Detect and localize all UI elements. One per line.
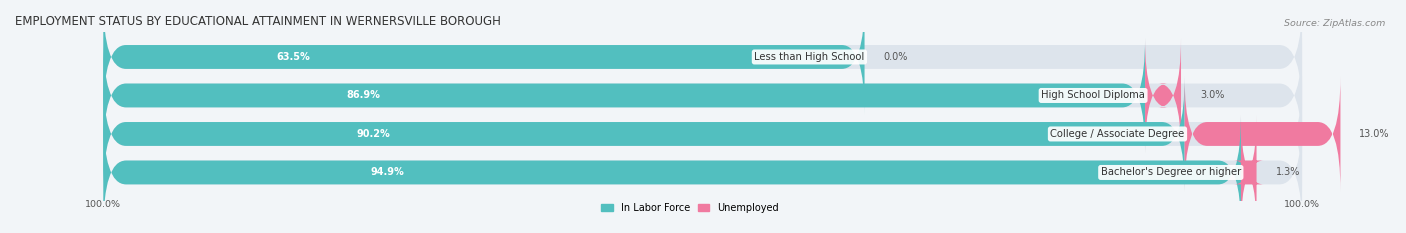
Text: 13.0%: 13.0% xyxy=(1360,129,1391,139)
Text: EMPLOYMENT STATUS BY EDUCATIONAL ATTAINMENT IN WERNERSVILLE BOROUGH: EMPLOYMENT STATUS BY EDUCATIONAL ATTAINM… xyxy=(15,15,501,28)
FancyBboxPatch shape xyxy=(103,77,1185,191)
Text: 94.9%: 94.9% xyxy=(371,168,405,178)
Text: College / Associate Degree: College / Associate Degree xyxy=(1050,129,1185,139)
FancyBboxPatch shape xyxy=(1185,77,1340,191)
Text: Less than High School: Less than High School xyxy=(754,52,865,62)
Text: 63.5%: 63.5% xyxy=(277,52,311,62)
Text: Bachelor's Degree or higher: Bachelor's Degree or higher xyxy=(1101,168,1241,178)
FancyBboxPatch shape xyxy=(103,115,1241,230)
FancyBboxPatch shape xyxy=(1144,38,1181,153)
Text: 100.0%: 100.0% xyxy=(86,200,121,209)
Text: High School Diploma: High School Diploma xyxy=(1042,90,1144,100)
Text: 90.2%: 90.2% xyxy=(357,129,391,139)
Text: 0.0%: 0.0% xyxy=(883,52,908,62)
Legend: In Labor Force, Unemployed: In Labor Force, Unemployed xyxy=(598,199,783,217)
FancyBboxPatch shape xyxy=(103,115,1302,230)
Text: 86.9%: 86.9% xyxy=(347,90,381,100)
Text: Source: ZipAtlas.com: Source: ZipAtlas.com xyxy=(1284,19,1385,28)
Text: 100.0%: 100.0% xyxy=(1284,200,1320,209)
FancyBboxPatch shape xyxy=(103,77,1302,191)
FancyBboxPatch shape xyxy=(103,0,1302,114)
Text: 1.3%: 1.3% xyxy=(1275,168,1299,178)
FancyBboxPatch shape xyxy=(103,38,1144,153)
FancyBboxPatch shape xyxy=(103,38,1302,153)
Text: 3.0%: 3.0% xyxy=(1199,90,1225,100)
FancyBboxPatch shape xyxy=(103,0,865,114)
FancyBboxPatch shape xyxy=(1234,115,1264,230)
